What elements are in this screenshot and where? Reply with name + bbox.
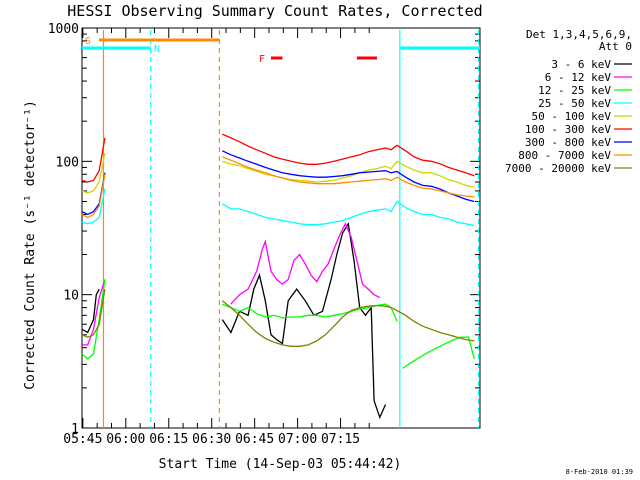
chart-title: HESSI Observing Summary Count Rates, Cor… — [67, 2, 482, 20]
flag-label: F — [259, 54, 265, 65]
legend-entry-label: 300 - 800 keV — [525, 136, 611, 149]
series-line — [230, 222, 381, 305]
x-tick-label: 07:00 — [278, 432, 317, 447]
legend-entry-label: 3 - 6 keV — [551, 58, 611, 71]
series-line — [222, 156, 475, 198]
series-line — [81, 153, 106, 194]
legend-entry-label: 6 - 12 keV — [545, 71, 612, 84]
legend-entry-label: 25 - 50 keV — [538, 97, 611, 110]
x-tick-label: 07:15 — [321, 432, 360, 447]
series-line — [402, 336, 475, 369]
series-line — [221, 221, 387, 420]
flag-label: S — [85, 36, 91, 47]
x-tick-label: 05:45 — [63, 432, 102, 447]
series-line — [81, 279, 106, 360]
series-line — [81, 137, 106, 183]
y-tick-label: 1000 — [48, 22, 79, 37]
series-line — [81, 174, 106, 219]
series-line — [81, 288, 100, 334]
y-axis-label: Corrected Count Rate (s⁻¹ detector⁻¹) — [23, 100, 38, 390]
legend-entry-label: 50 - 100 keV — [532, 110, 612, 123]
series-line — [222, 160, 475, 188]
legend-entry-label: 12 - 25 keV — [538, 84, 611, 97]
y-tick-label: 1 — [71, 422, 79, 437]
series-line — [222, 133, 475, 177]
date-stamp: 8-Feb-2010 01:39 — [566, 468, 633, 476]
legend-header: Att 0 — [599, 40, 632, 53]
x-axis-label: Start Time (14-Sep-03 05:44:42) — [159, 457, 402, 472]
flag-label: N — [154, 44, 160, 55]
plot-area: 05:45 06:00 06:15 06:30 06:45 07:00 07:15 1 10 10… — [48, 22, 481, 447]
series-line — [221, 200, 475, 227]
y-tick-label: 10 — [63, 289, 79, 304]
series-line — [81, 188, 106, 225]
plot-frame — [81, 27, 481, 429]
y-tick-label: 100 — [56, 155, 79, 170]
series-line — [81, 288, 106, 338]
legend-header: Det 1,3,4,5,6,9, — [526, 28, 632, 41]
legend-entry-label: 7000 - 20000 keV — [505, 162, 611, 175]
x-tick-label: 06:00 — [106, 432, 145, 447]
legend-entry-label: 100 - 300 keV — [525, 123, 611, 136]
x-tick-label: 06:30 — [192, 432, 231, 447]
legend-entry-label: 800 - 7000 keV — [518, 149, 611, 162]
series-line — [221, 300, 475, 347]
series-line — [222, 150, 475, 203]
x-tick-label: 06:45 — [235, 432, 274, 447]
x-tick-label: 06:15 — [149, 432, 188, 447]
series-line — [222, 303, 398, 322]
series-line — [82, 279, 106, 346]
